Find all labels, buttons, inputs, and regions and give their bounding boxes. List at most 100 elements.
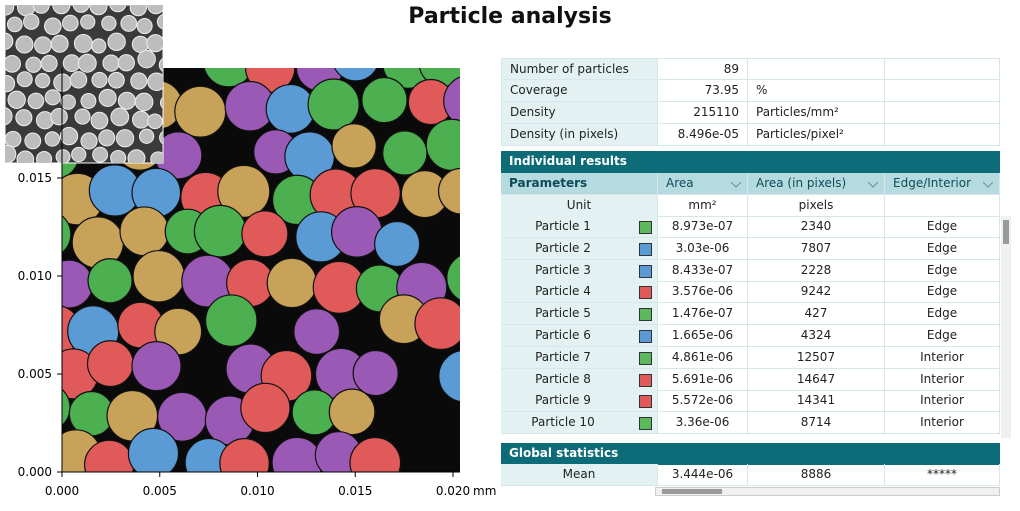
particle [331, 123, 377, 169]
summary-blank [885, 124, 1000, 146]
sem-particle [5, 5, 15, 16]
summary-label: Coverage [501, 80, 658, 102]
particle [425, 118, 460, 171]
particles [62, 68, 460, 472]
sem-particle [150, 151, 163, 163]
column-header[interactable]: Edge/Interior [885, 173, 1000, 195]
particle [86, 340, 134, 388]
particle-position: Edge [885, 259, 1000, 282]
sem-particle [115, 129, 135, 148]
particle-pixels: 14647 [748, 368, 885, 391]
stat-position: ***** [885, 464, 1000, 486]
particle-name: Particle 9 [501, 390, 658, 413]
particle-color [639, 395, 652, 409]
scroll-thumb[interactable] [1003, 220, 1009, 244]
sem-particle [130, 72, 148, 90]
particle [204, 294, 258, 347]
sem-particle [5, 106, 13, 126]
sem-particle [136, 17, 153, 35]
vertical-scrollbar[interactable] [1001, 216, 1011, 438]
particle-name: Particle 2 [501, 237, 658, 260]
particle-color [639, 308, 652, 322]
sem-particle [32, 5, 50, 14]
particle-color [639, 351, 652, 365]
particle-area: 1.476e-07 [658, 303, 748, 326]
dropdown-icon[interactable] [731, 182, 741, 188]
particle-color [639, 417, 652, 431]
sem-particle [72, 5, 90, 13]
axes: 0.000 0.005 0.010 0.015 0.020 mm 0.000 0.005 0.0… [18, 171, 497, 498]
unit-blank [885, 195, 1000, 217]
sem-particle [156, 14, 163, 30]
sem-particle [138, 128, 155, 144]
sem-particle [147, 5, 163, 15]
summary-blank [885, 102, 1000, 124]
particle [271, 436, 323, 472]
sem-particle [159, 130, 163, 145]
particle-pixels: 2228 [748, 259, 885, 282]
particle [83, 439, 135, 472]
particle [266, 257, 318, 309]
particle-pixels: 7807 [748, 237, 885, 260]
chevron [868, 182, 878, 188]
particle-name: Particle 5 [501, 303, 658, 326]
sem-particle [90, 111, 109, 130]
sem-particle [147, 113, 163, 130]
particle-position: Edge [885, 216, 1000, 238]
sem-particle [107, 32, 126, 52]
column-header[interactable]: Parameters [501, 173, 658, 195]
sem-particle [74, 108, 91, 125]
particle-area: 8.973e-07 [658, 216, 748, 238]
unit-label: Unit [501, 195, 658, 217]
section-header: Individual results [501, 151, 1000, 173]
dropdown-icon[interactable] [868, 182, 878, 188]
chevron [983, 182, 993, 188]
y-tick-label: 0.015 [18, 171, 52, 185]
sem-particles [5, 5, 163, 163]
particle-name: Particle 6 [501, 325, 658, 347]
sem-particle [73, 34, 93, 53]
sem-particle [127, 149, 146, 163]
sem-particle [36, 150, 53, 163]
particle-area: 5.572e-06 [658, 390, 748, 413]
horizontal-scrollbar[interactable] [655, 487, 1000, 496]
y-tick-label: 0.005 [18, 367, 52, 381]
x-tick-label: 0.020 [436, 484, 470, 498]
summary-blank [885, 80, 1000, 102]
particle [328, 388, 376, 436]
particle-area: 4.861e-06 [658, 346, 748, 369]
particle-name: Particle 3 [501, 259, 658, 282]
particle-area: 5.691e-06 [658, 368, 748, 391]
sem-particle [16, 71, 33, 88]
sem-particle [91, 71, 108, 88]
particle [265, 83, 316, 134]
dropdown-icon[interactable] [983, 182, 993, 188]
summary-unit: Particles/pixel² [748, 124, 885, 146]
particle [240, 382, 291, 434]
particle [446, 255, 460, 301]
particle-area: 1.665e-06 [658, 325, 748, 347]
sem-particle [16, 5, 36, 17]
particle [374, 220, 421, 268]
summary-value: 73.95 [658, 80, 748, 102]
sem-particle [158, 57, 163, 72]
sem-particle [27, 92, 45, 110]
particle [62, 259, 94, 309]
sem-particle [102, 54, 120, 72]
particle [174, 85, 227, 138]
particle [330, 206, 383, 258]
sem-particle [35, 73, 51, 89]
sem-particle [15, 35, 34, 54]
particle-name: Particle 10 [501, 412, 658, 435]
scroll-thumb[interactable] [662, 489, 722, 494]
column-header[interactable]: Area [658, 173, 748, 195]
sem-particle [146, 34, 163, 53]
sem-particle [23, 13, 40, 30]
x-unit: mm [473, 484, 496, 498]
unit-pixels: pixels [748, 195, 885, 217]
particle [361, 76, 408, 124]
column-header[interactable]: Area (in pixels) [748, 173, 885, 195]
section-header: Global statistics [501, 443, 1000, 465]
summary-label: Number of particles [501, 58, 658, 80]
summary-blank [885, 58, 1000, 80]
